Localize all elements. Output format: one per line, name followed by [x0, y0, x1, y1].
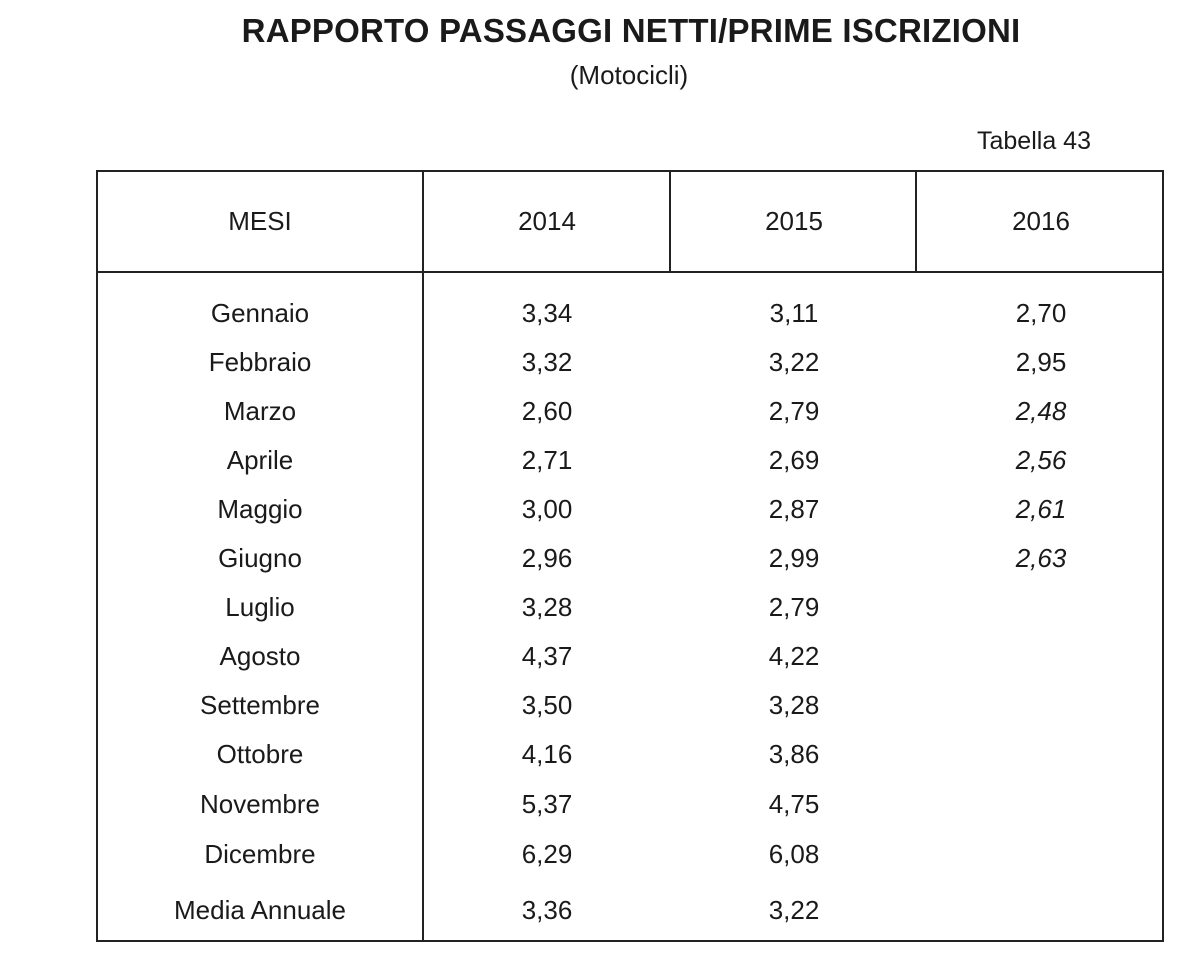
table-border — [96, 170, 1164, 942]
cell-mese: Dicembre — [204, 839, 316, 869]
cell-2016: 2,70 — [1015, 298, 1067, 328]
table-label: Tabella 43 — [977, 127, 1091, 155]
cell-2015: 3,22 — [768, 895, 820, 925]
cell-2015: 2,79 — [768, 396, 820, 426]
column-divider — [422, 170, 424, 942]
column-divider — [669, 170, 671, 272]
cell-mese: Febbraio — [208, 347, 312, 377]
header-2014: 2014 — [518, 206, 576, 236]
page-title: RAPPORTO PASSAGGI NETTI/PRIME ISCRIZIONI — [241, 12, 1021, 49]
cell-mese: Gennaio — [210, 298, 310, 328]
cell-2016: 2,61 — [1015, 494, 1067, 524]
cell-2016: 2,48 — [1015, 396, 1067, 426]
cell-2014: 3,34 — [521, 298, 573, 328]
cell-2014: 4,16 — [521, 739, 573, 769]
cell-mese: Giugno — [218, 543, 302, 573]
cell-2014: 6,29 — [521, 839, 573, 869]
header-2016: 2016 — [1012, 206, 1070, 236]
cell-2014: 5,37 — [521, 789, 573, 819]
cell-mese: Ottobre — [216, 739, 304, 769]
cell-2014: 2,60 — [521, 396, 573, 426]
cell-2015: 2,87 — [768, 494, 820, 524]
cell-2016: 2,56 — [1015, 445, 1067, 475]
header-2015: 2015 — [765, 206, 823, 236]
cell-2015: 3,11 — [769, 298, 819, 328]
cell-2014: 2,96 — [521, 543, 573, 573]
cell-mese: Marzo — [223, 396, 297, 426]
cell-mese: Maggio — [217, 494, 303, 524]
header-mesi: MESI — [228, 206, 292, 236]
cell-2014: 2,71 — [521, 445, 573, 475]
cell-2015: 2,79 — [768, 592, 820, 622]
cell-2015: 2,99 — [768, 543, 820, 573]
page-subtitle: (Motocicli) — [569, 60, 689, 90]
cell-2015: 3,86 — [768, 739, 820, 769]
cell-2016: 2,95 — [1015, 347, 1067, 377]
cell-mese: Aprile — [226, 445, 294, 475]
cell-2014: 3,36 — [521, 895, 573, 925]
cell-2014: 4,37 — [521, 641, 573, 671]
cell-2015: 2,69 — [768, 445, 820, 475]
cell-2015: 3,22 — [768, 347, 820, 377]
cell-2015: 4,75 — [768, 789, 820, 819]
cell-2016: 2,63 — [1015, 543, 1067, 573]
cell-2014: 3,32 — [521, 347, 573, 377]
cell-2014: 3,00 — [521, 494, 573, 524]
cell-mese: Settembre — [200, 690, 320, 720]
cell-2014: 3,50 — [521, 690, 573, 720]
cell-mese: Novembre — [200, 789, 320, 819]
cell-2015: 6,08 — [768, 839, 820, 869]
cell-2014: 3,28 — [521, 592, 573, 622]
cell-mese: Agosto — [219, 641, 301, 671]
cell-mese: Luglio — [225, 592, 295, 622]
cell-2015: 3,28 — [768, 690, 820, 720]
cell-2015: 4,22 — [768, 641, 820, 671]
cell-mese: Media Annuale — [173, 895, 347, 925]
header-divider — [96, 271, 1164, 273]
column-divider — [915, 170, 917, 272]
